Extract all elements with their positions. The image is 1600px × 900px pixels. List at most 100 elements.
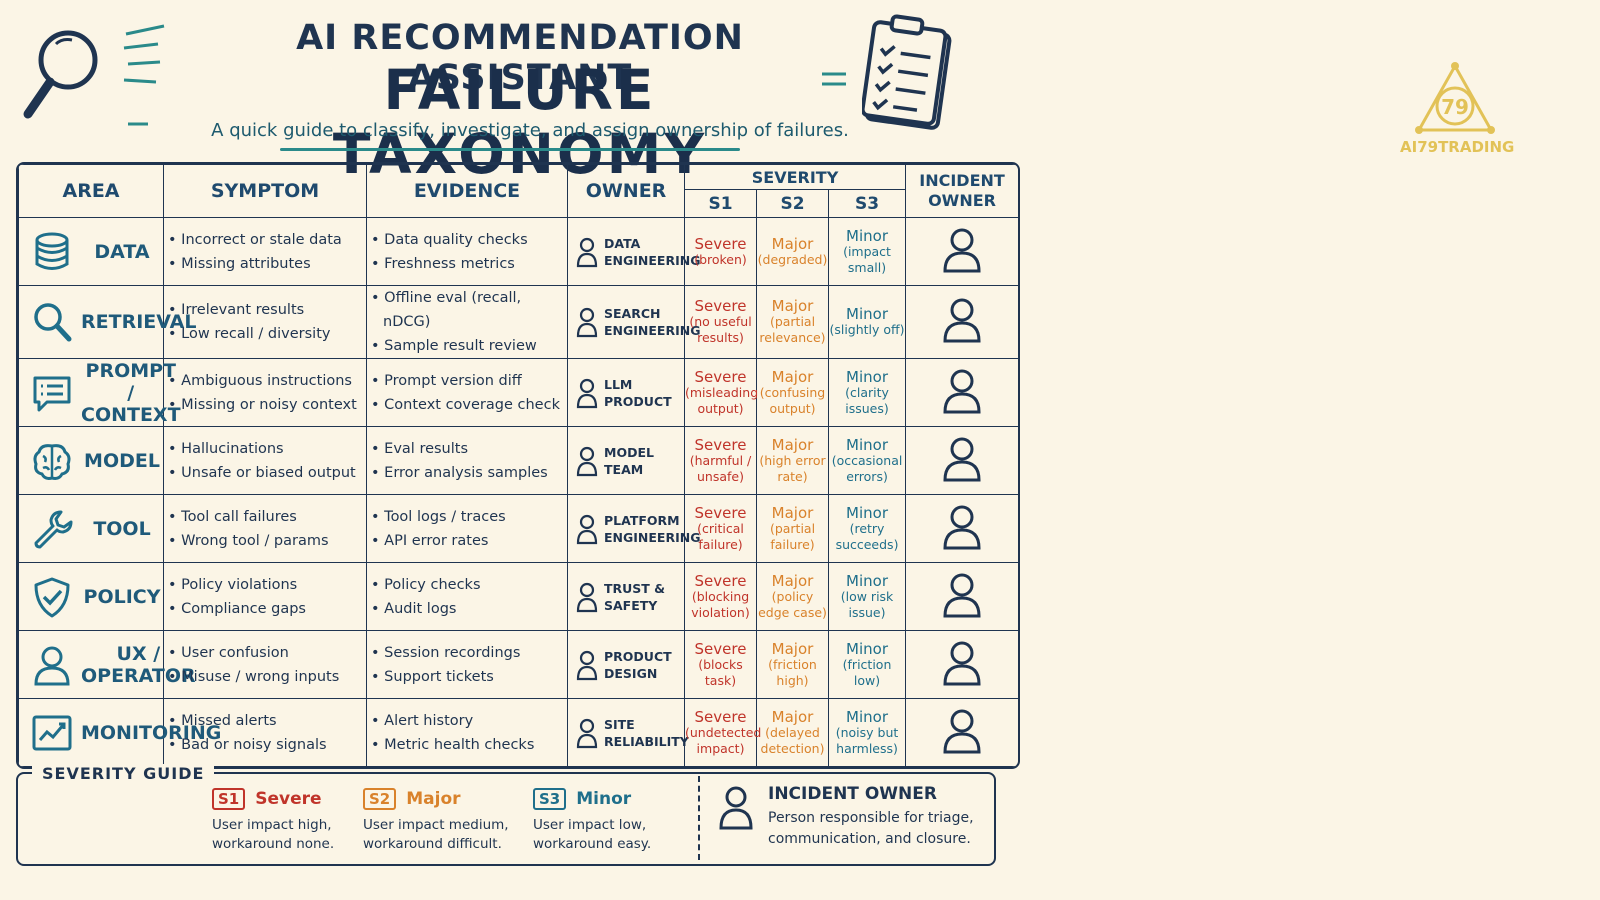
s1-cell: Severe (undetected impact)	[684, 698, 761, 767]
incident-owner-title: INCIDENT OWNER	[768, 784, 937, 804]
brain-icon	[33, 443, 71, 480]
symptom-cell: Incorrect or stale dataMissing attribute…	[163, 217, 367, 286]
header-incident-owner: INCIDENT OWNER	[905, 164, 1018, 218]
owner-user-icon	[576, 307, 598, 338]
s2-desc: (partial relevance)	[759, 314, 826, 345]
s1-desc: (broken)	[694, 251, 747, 267]
s2-desc: (high error rate)	[759, 452, 826, 484]
table-row: PROMPT /CONTEXTAmbiguous instructionsMis…	[18, 358, 1018, 427]
list-item: Misuse / wrong inputs	[180, 665, 366, 689]
incident-owner-cell	[905, 358, 1018, 427]
s1-cell: Severe (blocking violation)	[684, 562, 757, 631]
owner-cell: PRODUCT DESIGN	[567, 630, 685, 699]
owner-line1: MODEL	[604, 444, 654, 460]
incident-owner-icon	[943, 437, 981, 481]
list-item: Wrong tool / params	[180, 529, 366, 553]
list-item: User confusion	[180, 641, 366, 665]
subtitle-underline	[280, 148, 740, 151]
header-area: AREA	[18, 164, 164, 218]
evidence-cell: Eval resultsError analysis samples	[366, 426, 568, 495]
evidence-cell: Prompt version diffContext coverage chec…	[366, 358, 568, 427]
incident-owner-icon	[943, 505, 981, 549]
list-item: Session recordings	[383, 641, 567, 665]
s2-desc: (friction high)	[768, 656, 817, 688]
shield-check-icon	[34, 577, 70, 617]
subtitle: A quick guide to classify, investigate, …	[211, 120, 849, 141]
header-evidence: EVIDENCE	[366, 164, 568, 218]
owner-cell: DATA ENGINEERING	[567, 217, 700, 286]
s1-name: Severe	[694, 435, 747, 454]
owner-line1: SEARCH	[604, 306, 661, 321]
list-item: Missing attributes	[180, 252, 366, 276]
owner-line1: PLATFORM	[604, 512, 680, 528]
guide-line2-s3: workaround easy.	[533, 836, 652, 852]
s2-name: Major	[771, 639, 814, 658]
evidence-cell: Policy checksAudit logs	[366, 562, 568, 631]
s3-cell: Minor (low risk issue)	[827, 562, 907, 631]
evidence-cell: Data quality checksFreshness metrics	[366, 217, 568, 286]
s2-name: Major	[771, 503, 814, 522]
table-row: MODELHallucinationsUnsafe or biased outp…	[18, 426, 1018, 495]
s2-cell: Major (confusing output)	[756, 358, 829, 427]
guide-badge-s3: S3	[533, 788, 567, 810]
area-label-line1: MODEL	[84, 449, 160, 472]
table-row: TOOL Tool call failuresWrong tool / param…	[18, 494, 1018, 563]
list-item: Error analysis samples	[383, 461, 567, 485]
s3-desc: (impact small)	[843, 243, 891, 275]
list-item: Eval results	[383, 437, 567, 461]
incident-owner-cell	[905, 494, 1018, 563]
symptom-cell: Missed alertsBad or noisy signals	[163, 698, 367, 767]
symptom-cell: Tool call failuresWrong tool / params	[163, 494, 367, 563]
list-item: Support tickets	[383, 665, 567, 689]
guide-item-s3: S3 Minor User impact low, workaround easy.	[533, 788, 651, 854]
area-cell: DATA	[18, 217, 164, 286]
owner-line1: PRODUCT	[604, 648, 672, 664]
incident-owner-cell	[905, 285, 1018, 359]
severity-guide-title: SEVERITY GUIDE	[32, 764, 215, 783]
guide-item-s1: S1 Severe User impact high, workaround non…	[212, 788, 334, 854]
guide-divider	[698, 776, 700, 860]
owner-line2: RELIABILITY	[604, 733, 689, 749]
area-label: TOOL	[81, 518, 163, 540]
evidence-cell: Offline eval (recall, nDCG)Sample result…	[366, 285, 568, 359]
equals-mark-icon	[822, 72, 846, 86]
incident-owner-cell	[905, 426, 1018, 495]
list-item: Data quality checks	[383, 228, 567, 252]
s1-name: Severe	[694, 707, 747, 726]
s1-cell: Severe (broken)	[684, 217, 757, 286]
s1-desc: (critical failure)	[697, 520, 744, 552]
owner-line1: LLM	[604, 376, 633, 392]
owner-user-icon	[576, 650, 598, 680]
s2-name: Major	[771, 297, 814, 315]
table-row: DATA Incorrect or stale dataMissing attri…	[18, 217, 1018, 286]
owner-line2: ENGINEERING	[604, 252, 701, 268]
s2-cell: Major (partial failure)	[756, 494, 829, 563]
area-cell: UX / OPERATOR	[18, 630, 196, 699]
owner-line1: DATA	[604, 235, 641, 251]
s2-cell: Major (delayed detection)	[756, 698, 829, 767]
s2-name: Major	[771, 435, 814, 454]
owner-line2: PRODUCT	[604, 393, 672, 409]
s2-desc: (policy edge case)	[758, 588, 827, 620]
header-s2: S2	[756, 189, 829, 218]
guide-item-s2: S2 Major User impact medium, workaround di…	[363, 788, 509, 854]
symptom-cell: Irrelevant resultsLow recall / diversity	[163, 285, 367, 359]
s3-desc: (low risk issue)	[840, 588, 894, 620]
s3-name: Minor	[846, 639, 888, 658]
s2-cell: Major (degraded)	[756, 217, 829, 286]
s1-name: Severe	[694, 639, 747, 658]
guide-name-s1: Severe	[255, 789, 322, 809]
s3-desc: (occasional errors)	[831, 452, 903, 484]
area-label-line1: DATA	[94, 240, 150, 263]
incident-owner-icon	[943, 573, 981, 617]
symptom-cell: Policy violationsCompliance gaps	[163, 562, 367, 631]
area-cell: RETRIEVAL	[18, 285, 196, 359]
owner-user-icon	[576, 514, 598, 544]
symptom-cell: HallucinationsUnsafe or biased output	[163, 426, 367, 495]
header-symptom: SYMPTOM	[163, 164, 367, 218]
owner-line2: ENGINEERING	[604, 323, 701, 338]
guide-name-s2: Major	[406, 789, 461, 809]
list-item: Missed alerts	[180, 709, 366, 733]
s3-desc: (friction low)	[842, 656, 892, 688]
s2-name: Major	[771, 707, 814, 726]
